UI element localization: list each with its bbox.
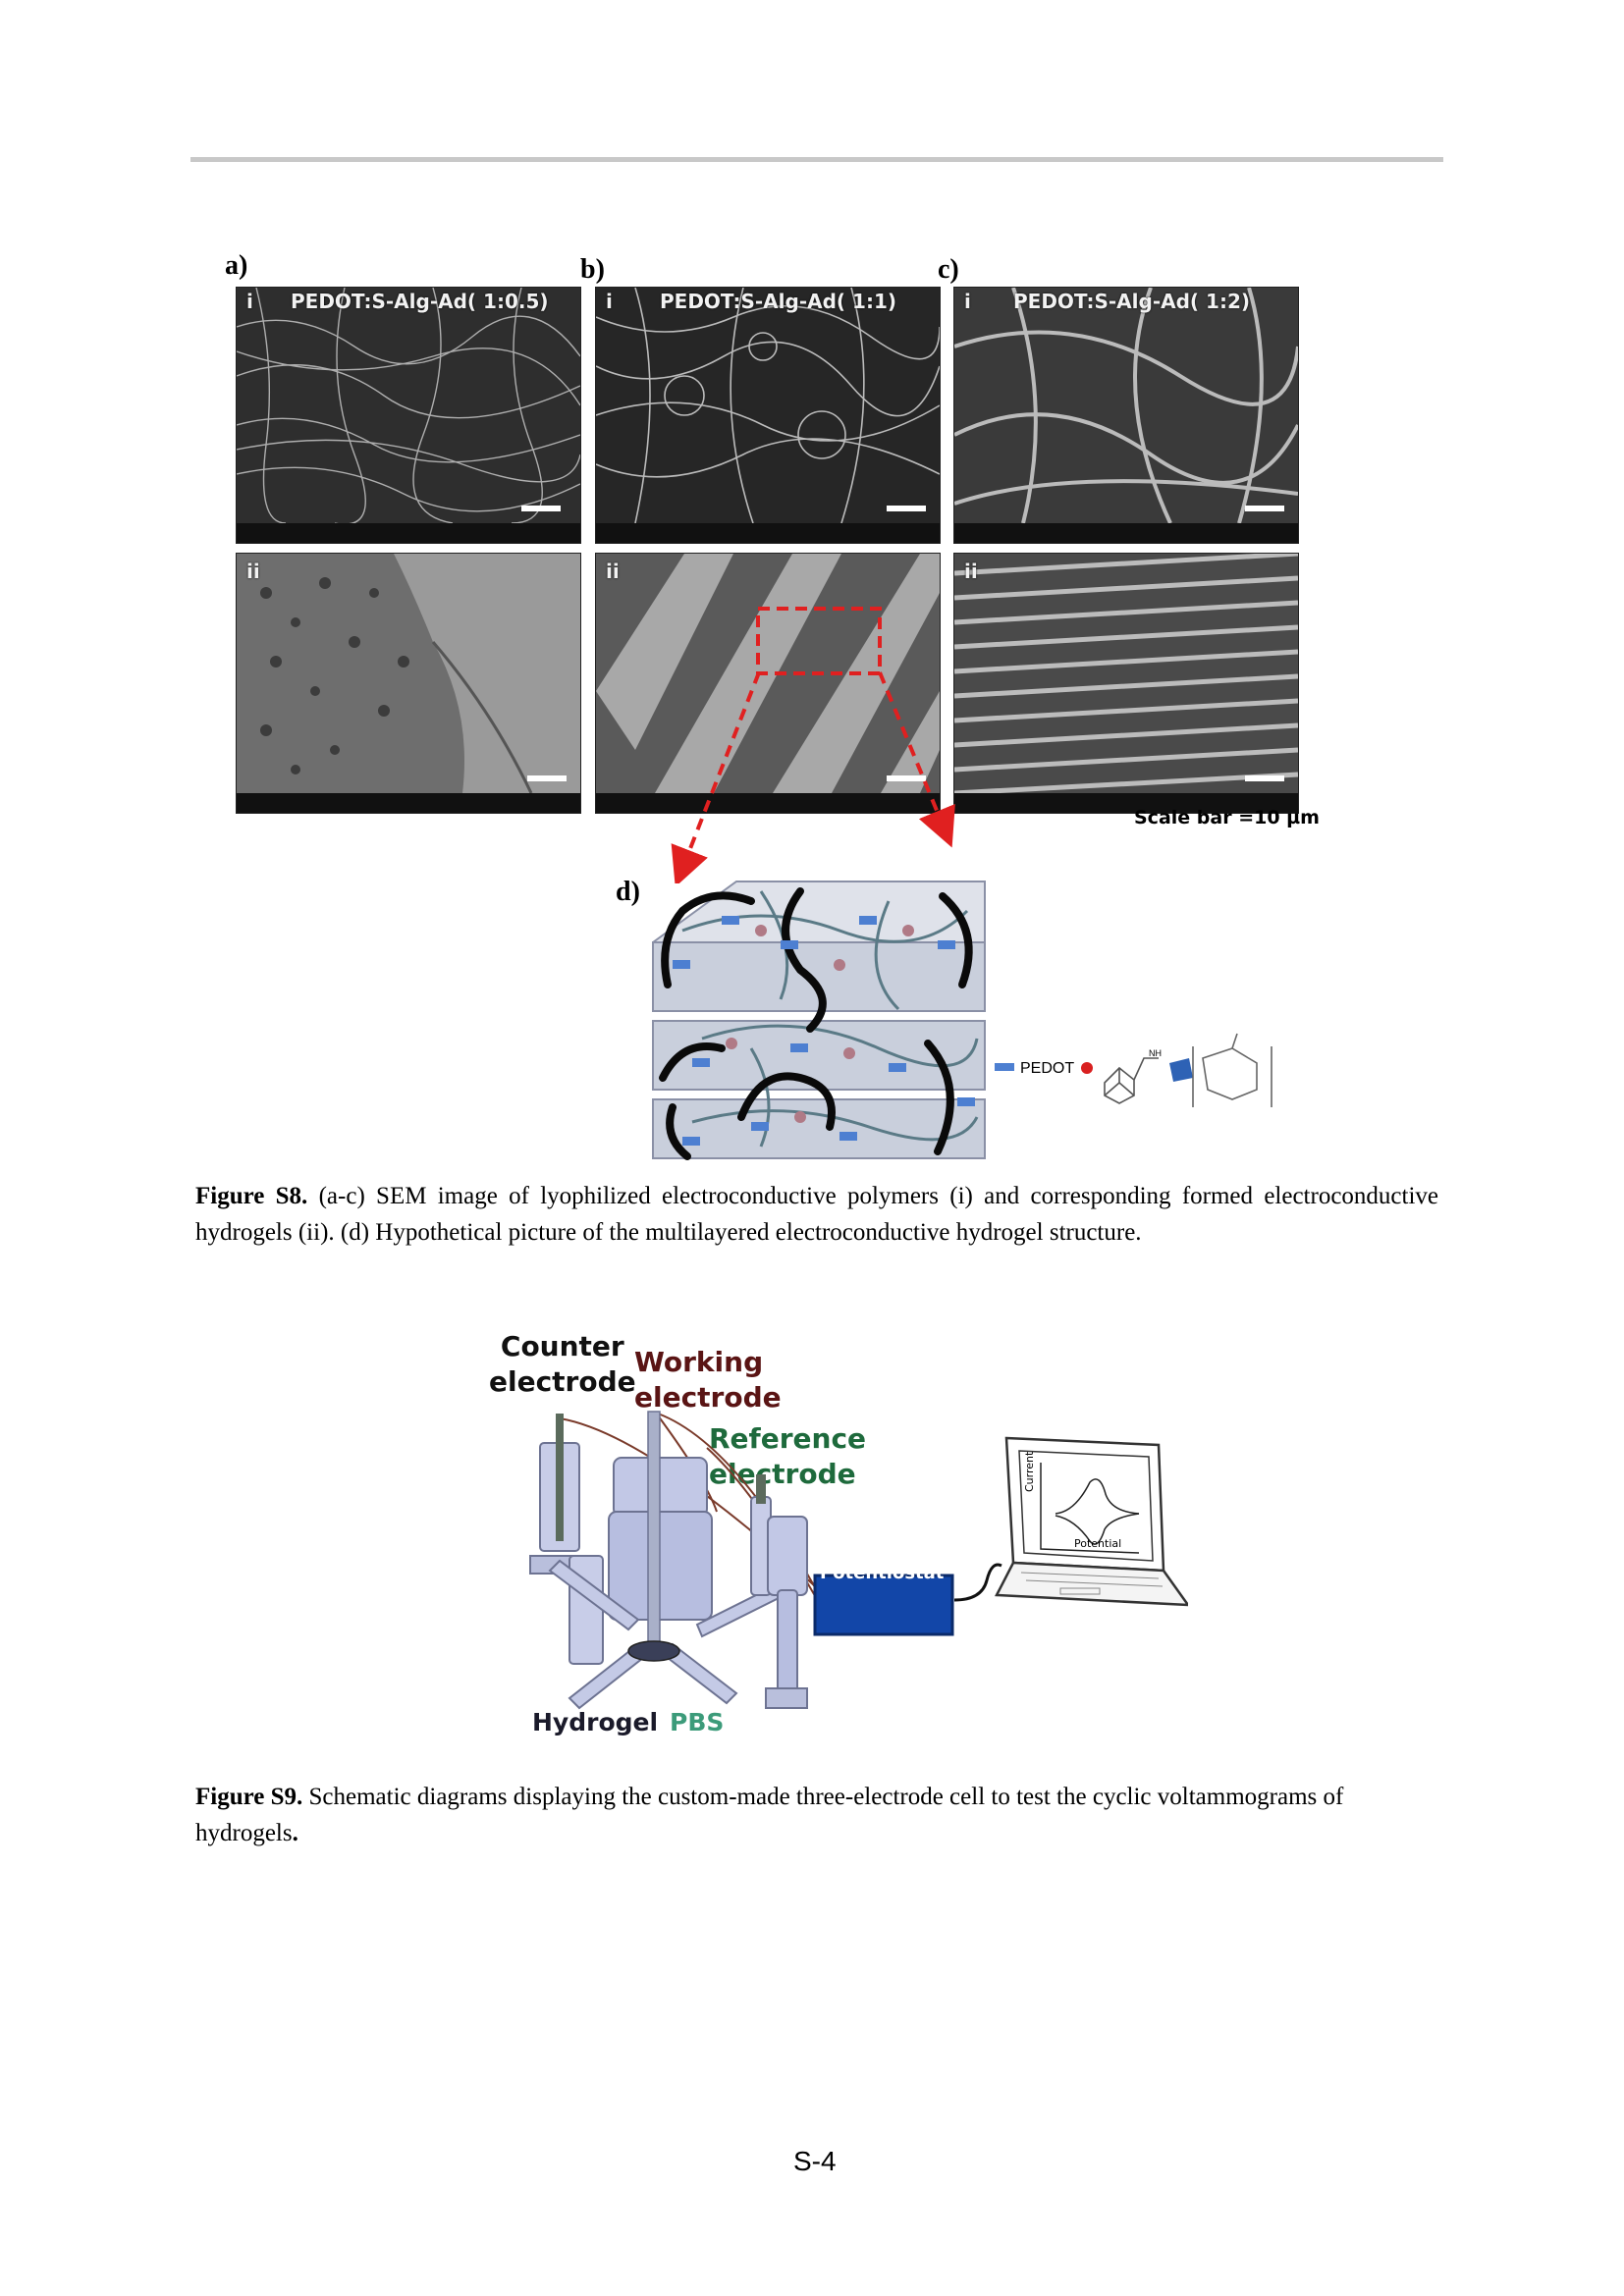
sem-roman-a-i: i [246, 290, 253, 313]
current-axis-label: Current [1023, 1451, 1036, 1492]
legend-nh-label: NH [1149, 1048, 1162, 1058]
sem-image-b-i: i PEDOT:S-Alg-Ad( 1:1) [595, 287, 941, 544]
sem-image-a-i: i PEDOT:S-Alg-Ad( 1:0.5) [236, 287, 581, 544]
potential-axis-label: Potential [1074, 1537, 1122, 1550]
counter-electrode-line1: Counter [500, 1330, 624, 1362]
hydrogel-label: Hydrogel [532, 1708, 659, 1736]
pbs-label: PBS [670, 1708, 725, 1736]
three-electrode-cell-diagram [529, 1411, 1188, 1710]
multilayer-hydrogel-diagram: PEDOT NH [652, 881, 1272, 1160]
sem-roman-b-i: i [606, 290, 613, 313]
panel-label-a: a) [225, 250, 248, 281]
panel-label-b: b) [580, 254, 605, 285]
sem-title-a: PEDOT:S-Alg-Ad( 1:0.5) [291, 290, 549, 313]
working-electrode-label: Working electrode [634, 1345, 782, 1415]
figure-s8-caption-text: (a-c) SEM image of lyophilized electroco… [195, 1183, 1439, 1246]
scale-bar-label: Scale bar =10 µm [1134, 807, 1320, 828]
counter-electrode-label: Counter electrode [489, 1329, 636, 1400]
reference-electrode-line1: Reference [709, 1422, 867, 1455]
sem-roman-c-ii: ii [964, 560, 978, 583]
pedot-legend-swatch [995, 1063, 1014, 1071]
reference-electrode-label: Reference electrode [709, 1421, 866, 1492]
adamantane-structure-icon [1104, 1057, 1159, 1104]
sem-title-b: PEDOT:S-Alg-Ad( 1:1) [660, 290, 896, 313]
sem-image-c-i: i PEDOT:S-Alg-Ad( 1:2) [953, 287, 1299, 544]
figure-s8-caption-lead: Figure S8. [195, 1183, 308, 1209]
adamantane-dot [1081, 1062, 1093, 1074]
header-rule [190, 157, 1443, 162]
sem-image-b-ii: ii [595, 553, 941, 814]
reference-electrode-line2: electrode [709, 1458, 856, 1490]
figure-s8-caption: Figure S8. (a-c) SEM image of lyophilize… [195, 1178, 1438, 1251]
sem-image-a-ii: ii [236, 553, 581, 814]
figure-s9-caption-lead: Figure S9. [195, 1784, 303, 1810]
panel-label-c: c) [938, 254, 959, 285]
sem-roman-a-ii: ii [246, 560, 260, 583]
page-number: S-4 [793, 2146, 837, 2176]
figure-s9-caption-end: . [292, 1820, 298, 1846]
counter-electrode-line2: electrode [489, 1365, 636, 1398]
potentiostat-label: Potentiostat [820, 1563, 945, 1583]
zoom-arrows [671, 671, 955, 883]
cyclodextrin-swatch [1169, 1058, 1193, 1082]
panel-label-d: d) [616, 877, 640, 907]
working-electrode-line1: Working [634, 1346, 764, 1378]
working-electrode-line2: electrode [634, 1381, 782, 1414]
sem-roman-c-i: i [964, 290, 971, 313]
figure-s9-caption-text: Schematic diagrams displaying the custom… [195, 1784, 1344, 1846]
sem-image-c-ii: ii [953, 553, 1299, 814]
sem-roman-b-ii: ii [606, 560, 620, 583]
sem-title-c: PEDOT:S-Alg-Ad( 1:2) [1013, 290, 1250, 313]
cyclodextrin-structure-icon [1192, 1033, 1272, 1107]
figure-s9-caption: Figure S9. Schematic diagrams displaying… [195, 1779, 1438, 1851]
legend-pedot: PEDOT [1020, 1060, 1074, 1077]
